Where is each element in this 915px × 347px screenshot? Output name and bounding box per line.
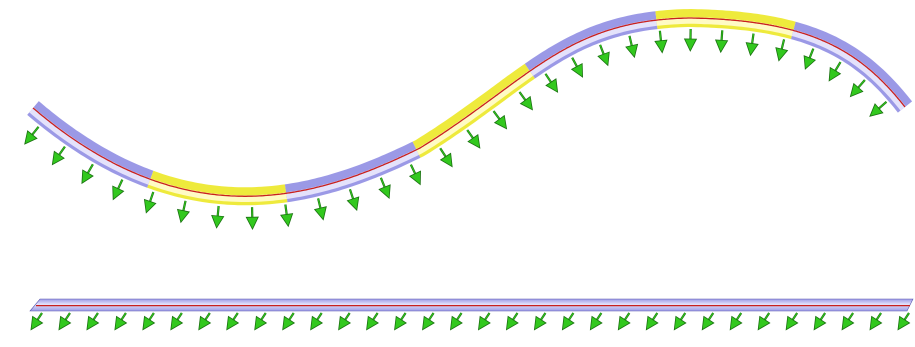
arrow-down-icon [112, 179, 125, 201]
arrow-down-icon [803, 48, 816, 70]
arrow-down-icon [422, 312, 435, 331]
arrow-down-icon [544, 73, 559, 93]
arrow-down-icon [897, 312, 911, 331]
arrow-down-icon [245, 207, 259, 231]
arrow-down-icon [828, 61, 842, 82]
arrow-down-icon [198, 312, 212, 331]
arrow-down-icon [849, 79, 866, 98]
curved-beam [24, 9, 913, 231]
arrow-down-icon [30, 312, 44, 331]
arrow-down-icon [701, 312, 715, 331]
arrow-down-icon [869, 101, 888, 117]
straight-beam [29, 298, 914, 331]
arrow-down-icon [310, 312, 324, 331]
arrow-down-icon [114, 312, 128, 331]
arrow-down-icon [729, 312, 743, 331]
arrow-down-icon [589, 312, 603, 331]
arrow-down-icon [757, 312, 771, 331]
arrow-down-icon [313, 198, 327, 221]
arrow-down-icon [211, 205, 225, 229]
beam-segment [147, 170, 288, 206]
arrow-down-icon [745, 33, 759, 57]
arrow-down-icon [492, 110, 508, 130]
arrow-down-icon [254, 312, 268, 331]
arrow-down-icon [518, 91, 533, 111]
beam-segment [655, 9, 796, 40]
arrow-down-icon [24, 126, 40, 145]
arrow-down-icon [561, 312, 575, 331]
arrow-down-icon [366, 312, 379, 331]
arrow-down-icon [81, 163, 94, 185]
arrow-down-icon [346, 188, 360, 212]
arrow-down-icon [282, 312, 296, 331]
arrow-down-icon [176, 200, 190, 224]
arrow-down-icon [673, 312, 687, 331]
arrow-down-icon [714, 30, 729, 54]
arrow-down-icon [785, 312, 799, 331]
arrow-down-icon [466, 129, 481, 149]
arrow-down-icon [338, 312, 352, 331]
arrow-down-icon [170, 312, 184, 331]
arrow-down-icon [617, 312, 631, 331]
arrow-down-icon [645, 312, 659, 331]
arrow-down-icon [58, 312, 72, 331]
beam-centerline [32, 17, 906, 197]
arrow-down-icon [477, 312, 491, 331]
arrow-down-icon [505, 312, 519, 331]
arrow-down-icon [841, 312, 855, 331]
arrow-down-icon [625, 35, 639, 59]
arrow-down-icon [654, 30, 668, 54]
arrow-down-icon [450, 312, 463, 331]
arrow-down-icon [142, 312, 156, 331]
arrow-down-icon [51, 145, 66, 166]
arrow-down-icon [439, 147, 453, 168]
arrow-down-icon [533, 312, 547, 331]
arrow-down-icon [408, 164, 421, 186]
arrow-down-icon [143, 191, 157, 214]
arrow-down-icon [226, 312, 240, 331]
arrow-down-icon [813, 312, 827, 331]
arrow-down-icon [394, 312, 407, 331]
arrow-down-icon [775, 39, 789, 62]
beam-segment [524, 11, 658, 79]
beam-segment [284, 141, 421, 203]
beam-segment [791, 21, 913, 113]
arrow-down-icon [869, 312, 883, 331]
arrow-down-icon [86, 312, 100, 331]
arrow-down-icon [597, 44, 610, 67]
beam-segment [412, 63, 535, 158]
arrow-down-icon [570, 57, 584, 78]
arrow-down-icon [683, 28, 698, 52]
arrow-down-icon [378, 177, 391, 200]
arrow-down-icon [280, 204, 294, 228]
